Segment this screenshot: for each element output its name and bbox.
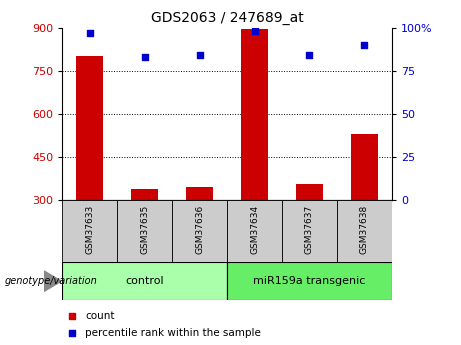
Text: control: control (125, 276, 164, 286)
Text: GSM37636: GSM37636 (195, 205, 204, 254)
Point (68, 313, 76, 318)
Bar (241, 29, 268, 200)
Bar (296, 184, 323, 200)
Text: count: count (85, 311, 115, 321)
Text: GSM37635: GSM37635 (140, 205, 149, 254)
Bar (337, 200, 392, 262)
Bar (131, 189, 159, 200)
Text: genotype/variation: genotype/variation (5, 276, 97, 286)
Bar (227, 262, 392, 300)
Point (141, 54, 148, 60)
Point (361, 42, 368, 48)
Bar (351, 134, 378, 200)
Text: GSM37633: GSM37633 (85, 205, 94, 254)
Bar (62, 200, 117, 262)
Bar (186, 187, 213, 200)
Text: miR159a transgenic: miR159a transgenic (253, 276, 366, 286)
Point (306, 52, 313, 58)
Text: GSM37638: GSM37638 (360, 205, 369, 254)
Point (196, 52, 203, 58)
Text: GSM37634: GSM37634 (250, 205, 259, 254)
Bar (282, 200, 337, 262)
Text: percentile rank within the sample: percentile rank within the sample (85, 328, 261, 338)
Polygon shape (44, 271, 61, 292)
Point (86, 30, 94, 36)
Bar (76, 56, 103, 200)
Bar (117, 200, 172, 262)
Point (251, 28, 258, 34)
Bar (172, 200, 227, 262)
Bar (227, 200, 282, 262)
Point (68, 330, 76, 336)
Title: GDS2063 / 247689_at: GDS2063 / 247689_at (151, 11, 303, 25)
Text: GSM37637: GSM37637 (305, 205, 314, 254)
Bar (62, 262, 227, 300)
